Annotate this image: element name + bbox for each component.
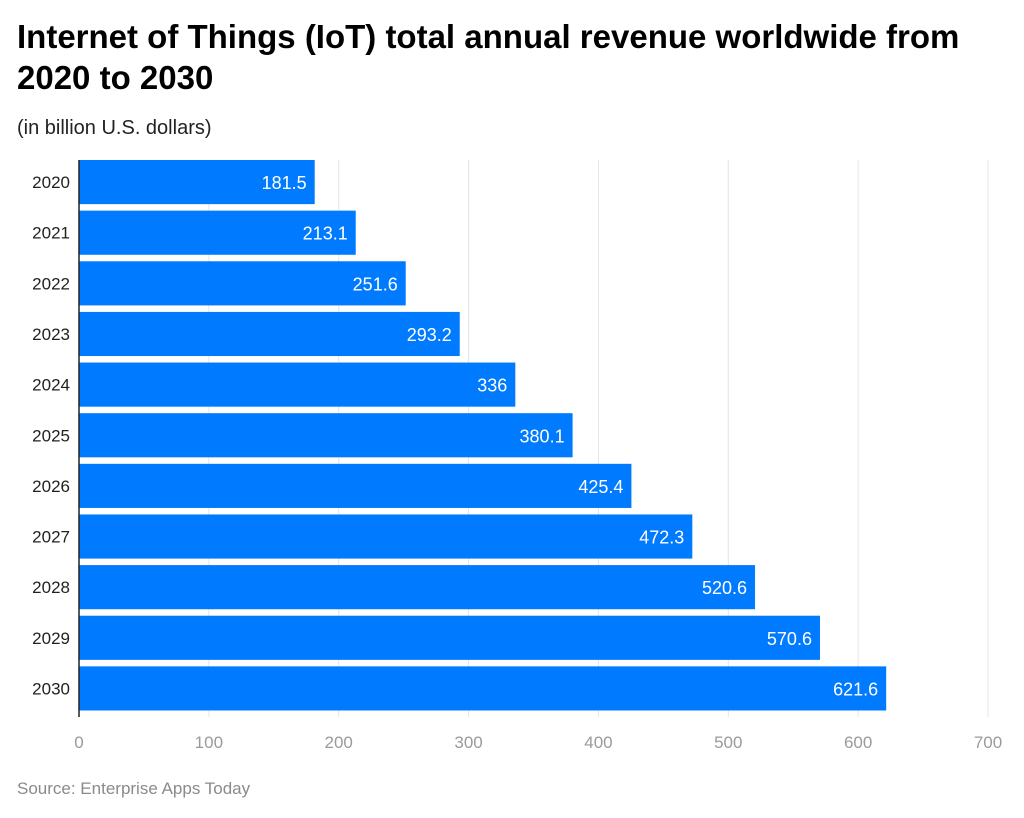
data-label: 213.1 bbox=[303, 224, 348, 244]
x-tick-label: 200 bbox=[325, 733, 353, 752]
bar bbox=[79, 311, 460, 357]
data-label: 520.6 bbox=[702, 578, 747, 598]
bar bbox=[79, 210, 356, 255]
category-label: 2030 bbox=[32, 679, 70, 698]
category-label: 2027 bbox=[32, 528, 70, 547]
category-label: 2023 bbox=[32, 325, 70, 344]
data-label: 181.5 bbox=[262, 173, 307, 193]
x-tick-label: 0 bbox=[74, 733, 83, 752]
data-label: 472.3 bbox=[639, 528, 684, 548]
category-label: 2025 bbox=[32, 426, 70, 445]
data-label: 293.2 bbox=[407, 325, 452, 345]
category-label: 2021 bbox=[32, 224, 70, 243]
chart-subtitle: (in billion U.S. dollars) bbox=[17, 117, 212, 139]
chart-title: Internet of Things (IoT) total annual re… bbox=[17, 18, 960, 96]
category-label: 2020 bbox=[32, 173, 70, 192]
category-label: 2022 bbox=[32, 274, 70, 293]
x-tick-label: 100 bbox=[195, 733, 223, 752]
data-label: 251.6 bbox=[353, 274, 398, 294]
data-label: 425.4 bbox=[578, 477, 623, 497]
bar bbox=[79, 413, 573, 458]
source-note: Source: Enterprise Apps Today bbox=[17, 779, 251, 798]
bar bbox=[79, 362, 516, 407]
bar bbox=[79, 666, 887, 711]
bar bbox=[79, 615, 820, 660]
category-label: 2029 bbox=[32, 629, 70, 648]
data-label: 336 bbox=[477, 376, 507, 396]
bar bbox=[79, 463, 632, 508]
x-tick-label: 700 bbox=[974, 733, 1002, 752]
x-tick-label: 600 bbox=[844, 733, 872, 752]
x-tick-label: 500 bbox=[714, 733, 742, 752]
data-label: 380.1 bbox=[520, 426, 565, 446]
category-label: 2026 bbox=[32, 477, 70, 496]
bar bbox=[79, 261, 406, 306]
data-label: 621.6 bbox=[833, 679, 878, 699]
data-label: 570.6 bbox=[767, 629, 812, 649]
x-tick-label: 300 bbox=[454, 733, 482, 752]
bar bbox=[79, 160, 315, 205]
bar bbox=[79, 514, 693, 559]
x-tick-label: 400 bbox=[584, 733, 612, 752]
category-label: 2024 bbox=[32, 376, 70, 395]
bar bbox=[79, 565, 756, 610]
category-label: 2028 bbox=[32, 578, 70, 597]
